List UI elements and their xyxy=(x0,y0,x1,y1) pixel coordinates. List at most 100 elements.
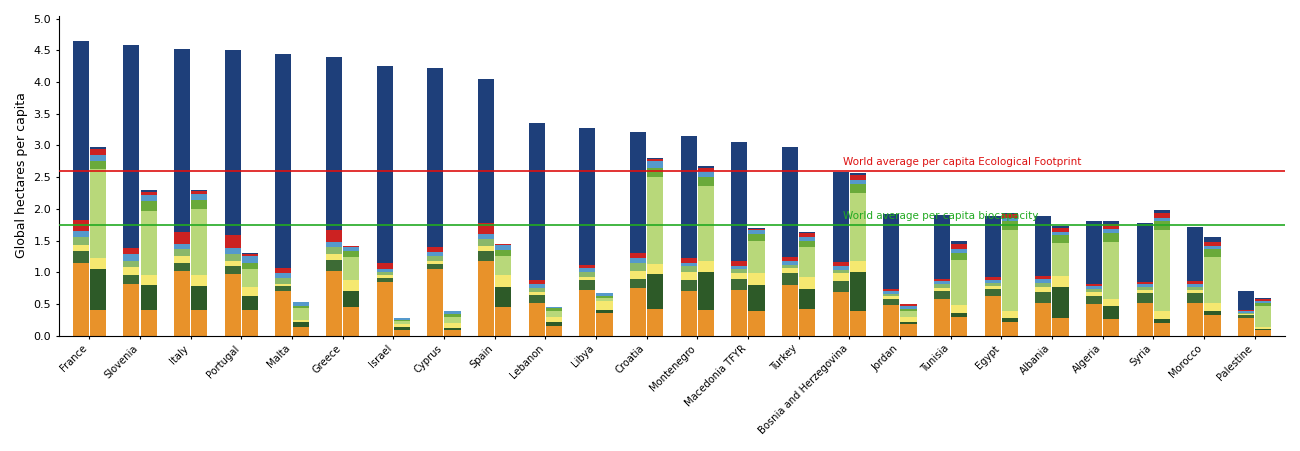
Bar xyxy=(850,193,866,262)
Bar xyxy=(529,292,545,295)
Bar xyxy=(242,287,259,296)
Bar xyxy=(225,51,240,235)
Bar xyxy=(597,309,612,313)
Bar xyxy=(731,290,747,336)
Bar xyxy=(495,307,511,336)
Bar xyxy=(1002,322,1018,336)
Bar xyxy=(1254,299,1271,301)
Bar xyxy=(1053,226,1069,228)
Bar xyxy=(731,279,747,290)
Bar xyxy=(597,298,612,301)
Bar xyxy=(1104,299,1119,306)
Bar xyxy=(140,201,157,212)
Bar xyxy=(647,159,663,161)
Bar xyxy=(1154,323,1170,336)
Bar xyxy=(933,299,950,336)
Bar xyxy=(343,257,359,280)
Bar xyxy=(90,169,107,258)
Bar xyxy=(1154,213,1170,218)
Bar xyxy=(90,155,107,161)
Bar xyxy=(698,168,714,171)
Bar xyxy=(394,323,410,327)
Bar xyxy=(781,265,798,268)
Text: World average per capita biocapacity: World average per capita biocapacity xyxy=(844,212,1039,221)
Bar xyxy=(1238,313,1254,314)
Bar xyxy=(1238,312,1254,313)
Bar xyxy=(933,281,950,284)
Bar xyxy=(1187,303,1204,336)
Bar xyxy=(580,277,595,281)
Bar xyxy=(1238,310,1254,312)
Bar xyxy=(529,303,545,336)
Bar xyxy=(292,306,308,308)
Bar xyxy=(495,244,511,245)
Bar xyxy=(580,272,595,277)
Bar xyxy=(1104,224,1119,229)
Bar xyxy=(276,284,291,286)
Bar xyxy=(597,293,612,296)
Bar xyxy=(428,264,443,269)
Bar xyxy=(901,306,916,309)
Bar xyxy=(1002,312,1018,318)
Bar xyxy=(445,314,460,317)
Bar xyxy=(933,279,950,281)
Bar xyxy=(495,250,511,256)
Bar xyxy=(933,290,950,299)
Bar xyxy=(140,212,157,275)
Bar xyxy=(984,216,1001,277)
Bar xyxy=(124,284,139,336)
Bar xyxy=(1136,303,1153,336)
Bar xyxy=(276,291,291,336)
Bar xyxy=(832,172,849,262)
Bar xyxy=(647,158,663,159)
Bar xyxy=(326,271,342,336)
Bar xyxy=(529,288,545,292)
Bar xyxy=(749,228,764,229)
Bar xyxy=(73,231,88,237)
Bar xyxy=(749,273,764,285)
Bar xyxy=(832,292,849,336)
Bar xyxy=(546,307,562,308)
Bar xyxy=(901,309,916,312)
Bar xyxy=(140,310,157,336)
Bar xyxy=(850,175,866,180)
Bar xyxy=(901,304,916,306)
Bar xyxy=(800,309,815,336)
Bar xyxy=(698,171,714,177)
Bar xyxy=(529,123,545,280)
Bar xyxy=(191,275,208,286)
Bar xyxy=(580,268,595,272)
Bar xyxy=(478,239,494,246)
Bar xyxy=(191,286,208,310)
Bar xyxy=(478,223,494,234)
Bar xyxy=(1136,290,1153,293)
Bar xyxy=(1254,306,1271,327)
Bar xyxy=(1204,246,1221,249)
Bar xyxy=(225,254,240,261)
Bar xyxy=(1136,284,1153,287)
Bar xyxy=(952,253,967,259)
Bar xyxy=(698,166,714,168)
Bar xyxy=(681,291,697,336)
Bar xyxy=(883,294,900,296)
Bar xyxy=(731,262,747,266)
Bar xyxy=(952,240,967,244)
Bar xyxy=(225,235,240,248)
Bar xyxy=(242,262,259,269)
Bar xyxy=(140,192,157,195)
Bar xyxy=(546,308,562,311)
Bar xyxy=(698,186,714,261)
Bar xyxy=(580,281,595,290)
Bar xyxy=(546,326,562,336)
Bar xyxy=(225,261,240,266)
Bar xyxy=(292,322,308,327)
Bar xyxy=(326,242,342,247)
Bar xyxy=(445,317,460,323)
Bar xyxy=(343,246,359,247)
Bar xyxy=(901,322,916,324)
Bar xyxy=(749,240,764,273)
Bar xyxy=(952,313,967,317)
Bar xyxy=(580,265,595,268)
Bar xyxy=(343,251,359,257)
Bar xyxy=(781,268,798,273)
